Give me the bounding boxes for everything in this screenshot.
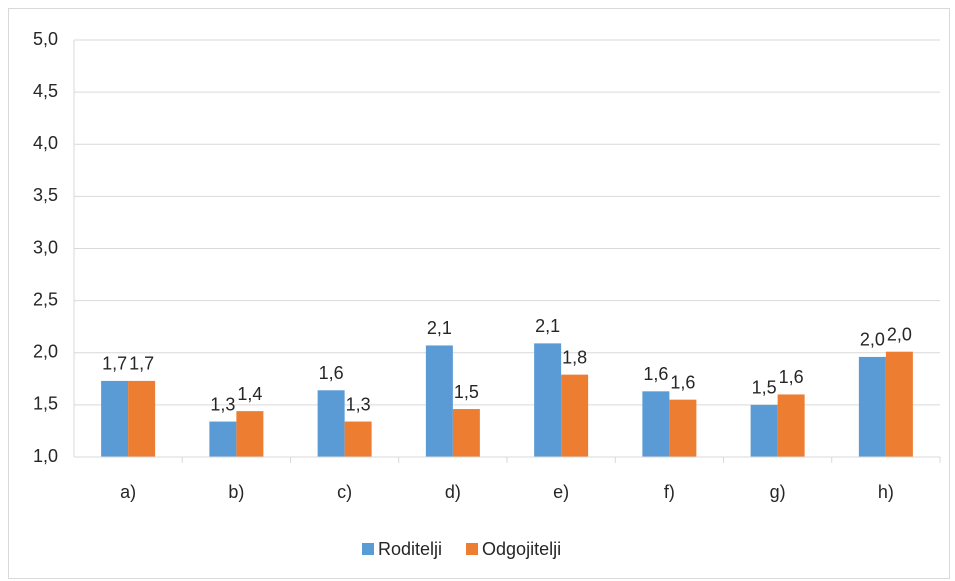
y-tick-label: 2,0	[33, 342, 58, 362]
x-tick-label: g)	[770, 482, 786, 502]
y-tick-label: 4,5	[33, 81, 58, 101]
bar	[452, 409, 480, 457]
bar	[101, 380, 129, 457]
value-label: 1,5	[752, 378, 777, 398]
x-tick-label: h)	[878, 482, 894, 502]
x-tick-label: b)	[228, 482, 244, 502]
value-label: 2,0	[860, 330, 885, 350]
value-label: 2,0	[887, 324, 912, 344]
value-label: 1,4	[237, 384, 262, 404]
bar	[534, 343, 562, 457]
bar	[750, 404, 778, 457]
value-label: 1,3	[346, 394, 371, 414]
bar	[425, 345, 453, 457]
value-label: 1,3	[210, 394, 235, 414]
y-tick-label: 4,0	[33, 133, 58, 153]
value-label: 1,5	[454, 382, 479, 402]
bar	[642, 391, 670, 457]
bar	[317, 390, 345, 457]
x-tick-label: d)	[445, 482, 461, 502]
value-label: 1,6	[643, 364, 668, 384]
legend-swatch	[362, 543, 374, 555]
value-label: 1,6	[779, 367, 804, 387]
legend-label: Roditelji	[378, 539, 442, 559]
value-label: 2,1	[427, 318, 452, 338]
bar	[669, 399, 697, 457]
value-label: 1,7	[102, 354, 127, 374]
value-label: 1,8	[562, 347, 587, 367]
value-label: 2,1	[535, 316, 560, 336]
bar	[777, 394, 805, 457]
y-tick-label: 1,5	[33, 394, 58, 414]
bar	[344, 421, 372, 457]
legend-label: Odgojitelji	[482, 539, 561, 559]
y-tick-label: 3,0	[33, 237, 58, 257]
value-label: 1,6	[670, 372, 695, 392]
bar	[209, 421, 237, 457]
legend-swatch	[466, 543, 479, 555]
x-tick-label: a)	[120, 482, 136, 502]
bar	[236, 411, 264, 457]
y-tick-label: 3,5	[33, 185, 58, 205]
y-tick-label: 5,0	[33, 29, 58, 49]
value-label: 1,6	[319, 363, 344, 383]
bar	[128, 380, 156, 457]
x-tick-label: e)	[553, 482, 569, 502]
chart-frame	[8, 8, 950, 579]
y-tick-label: 1,0	[33, 446, 58, 466]
value-label: 1,7	[129, 354, 154, 374]
y-tick-label: 2,5	[33, 289, 58, 309]
bar	[858, 356, 886, 457]
x-tick-label: f)	[664, 482, 675, 502]
bar	[561, 374, 589, 457]
bar	[885, 351, 913, 457]
x-tick-label: c)	[337, 482, 352, 502]
